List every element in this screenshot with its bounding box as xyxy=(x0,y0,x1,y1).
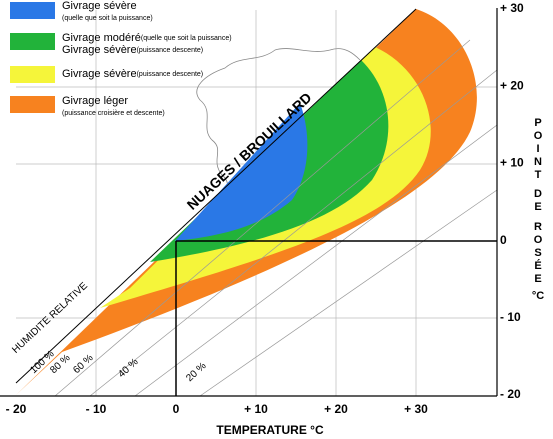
legend-swatch xyxy=(10,66,55,83)
legend-label: Givrage léger xyxy=(62,95,128,107)
legend-line: Givrage sévère(puissance descente) xyxy=(62,44,203,56)
y-title-letter: N xyxy=(534,156,542,168)
humidity-label: 40 % xyxy=(116,356,140,380)
y-title-letter: O xyxy=(534,234,543,246)
y-ticks: + 30 + 20 + 10 0 - 10 - 20 xyxy=(500,1,524,401)
legend-note: (puissance croisière et descente) xyxy=(62,110,165,117)
y-title-letter: P xyxy=(534,117,541,129)
y-title-letter: T xyxy=(535,169,542,181)
legend-note: (quelle que soit la puissance) xyxy=(62,15,153,22)
x-tick-label: + 30 xyxy=(404,402,428,416)
y-title-letter: O xyxy=(534,130,543,142)
y-title-letter: É xyxy=(534,259,541,272)
legend-swatch xyxy=(10,96,55,113)
y-title-letter: I xyxy=(536,143,539,155)
humidity-lines xyxy=(15,8,498,397)
x-tick-label: + 10 xyxy=(244,402,268,416)
y-tick-label: 0 xyxy=(500,233,507,247)
y-tick-label: + 10 xyxy=(500,156,524,170)
legend-swatch xyxy=(10,2,55,19)
y-tick-label: + 30 xyxy=(500,1,524,15)
legend-line: Givrage sévère(puissance descente) xyxy=(62,68,203,80)
y-title-letter: D xyxy=(534,188,542,200)
legend-line: Givrage modéré(quelle que soit la puissa… xyxy=(62,32,232,44)
x-title: TEMPERATURE °C xyxy=(216,423,324,437)
y-title-letter: E xyxy=(534,273,541,285)
y-title-letter: S xyxy=(534,247,541,259)
x-tick-label: - 10 xyxy=(86,402,107,416)
y-title-letter: R xyxy=(534,221,542,233)
x-tick-label: 0 xyxy=(173,402,180,416)
y-tick-label: + 20 xyxy=(500,78,524,92)
y-title-letter: E xyxy=(534,201,541,213)
x-ticks: - 20 - 10 0 + 10 + 20 + 30 xyxy=(6,402,429,416)
y-tick-label: - 20 xyxy=(500,387,521,401)
x-tick-label: - 20 xyxy=(6,402,27,416)
y-tick-label: - 10 xyxy=(500,310,521,324)
humidity-label: 20 % xyxy=(184,360,208,384)
legend-swatch xyxy=(10,33,55,50)
x-tick-label: + 20 xyxy=(324,402,348,416)
y-title-letter: °C xyxy=(532,290,544,302)
legend-label: Givrage sévère xyxy=(62,0,137,12)
